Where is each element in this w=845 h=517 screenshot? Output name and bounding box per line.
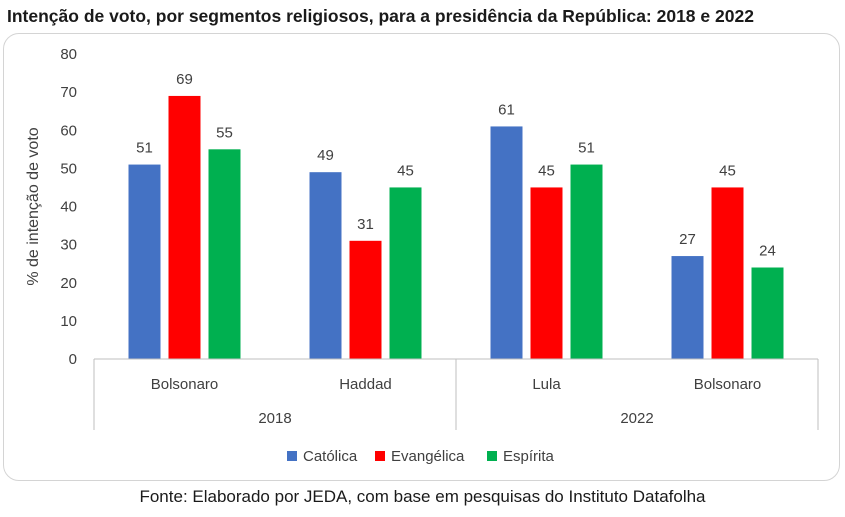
bar-católica [128, 164, 161, 359]
legend-label: Espírita [503, 448, 555, 465]
data-label: 69 [176, 71, 193, 88]
legend-swatch-evangélica [375, 451, 385, 461]
bar-evangélica [168, 95, 201, 359]
bar-evangélica [530, 187, 563, 359]
x-tick-label: Bolsonaro [151, 376, 219, 393]
x-tick-label: Bolsonaro [694, 376, 762, 393]
data-label: 24 [759, 243, 776, 260]
y-tick-label: 50 [60, 160, 77, 177]
group-label: 2022 [620, 410, 653, 427]
bar-evangélica [711, 187, 744, 359]
data-label: 27 [679, 231, 696, 248]
bar-católica [490, 126, 523, 359]
y-tick-label: 0 [69, 351, 77, 368]
data-label: 45 [538, 162, 555, 179]
chart-title: Intenção de voto, por segmentos religios… [7, 6, 754, 26]
legend-swatch-espírita [487, 451, 497, 461]
data-label: 45 [397, 162, 414, 179]
bar-católica [309, 172, 342, 359]
legend-swatch-católica [287, 451, 297, 461]
data-label: 55 [216, 124, 233, 141]
y-tick-label: 60 [60, 122, 77, 139]
group-label: 2018 [258, 410, 291, 427]
y-tick-label: 10 [60, 313, 77, 330]
data-label: 31 [357, 216, 374, 233]
source-note: Fonte: Elaborado por JEDA, com base em p… [139, 487, 706, 506]
y-axis-label: % de intenção de voto [25, 127, 42, 285]
data-label: 51 [136, 140, 153, 157]
bar-espírita [751, 267, 784, 359]
y-tick-label: 80 [60, 46, 77, 63]
y-tick-label: 70 [60, 84, 77, 101]
data-label: 51 [578, 140, 595, 157]
x-tick-label: Lula [532, 376, 561, 393]
bar-espírita [389, 187, 422, 359]
y-tick-label: 20 [60, 275, 77, 292]
legend-label: Católica [303, 448, 358, 465]
legend-label: Evangélica [391, 448, 465, 465]
y-tick-label: 30 [60, 237, 77, 254]
bar-católica [671, 256, 704, 359]
bar-evangélica [349, 240, 382, 359]
data-label: 45 [719, 162, 736, 179]
data-label: 49 [317, 147, 334, 164]
bar-espírita [570, 164, 603, 359]
x-tick-label: Haddad [339, 376, 392, 393]
data-label: 61 [498, 101, 515, 118]
bar-espírita [208, 149, 241, 359]
y-tick-label: 40 [60, 199, 77, 216]
